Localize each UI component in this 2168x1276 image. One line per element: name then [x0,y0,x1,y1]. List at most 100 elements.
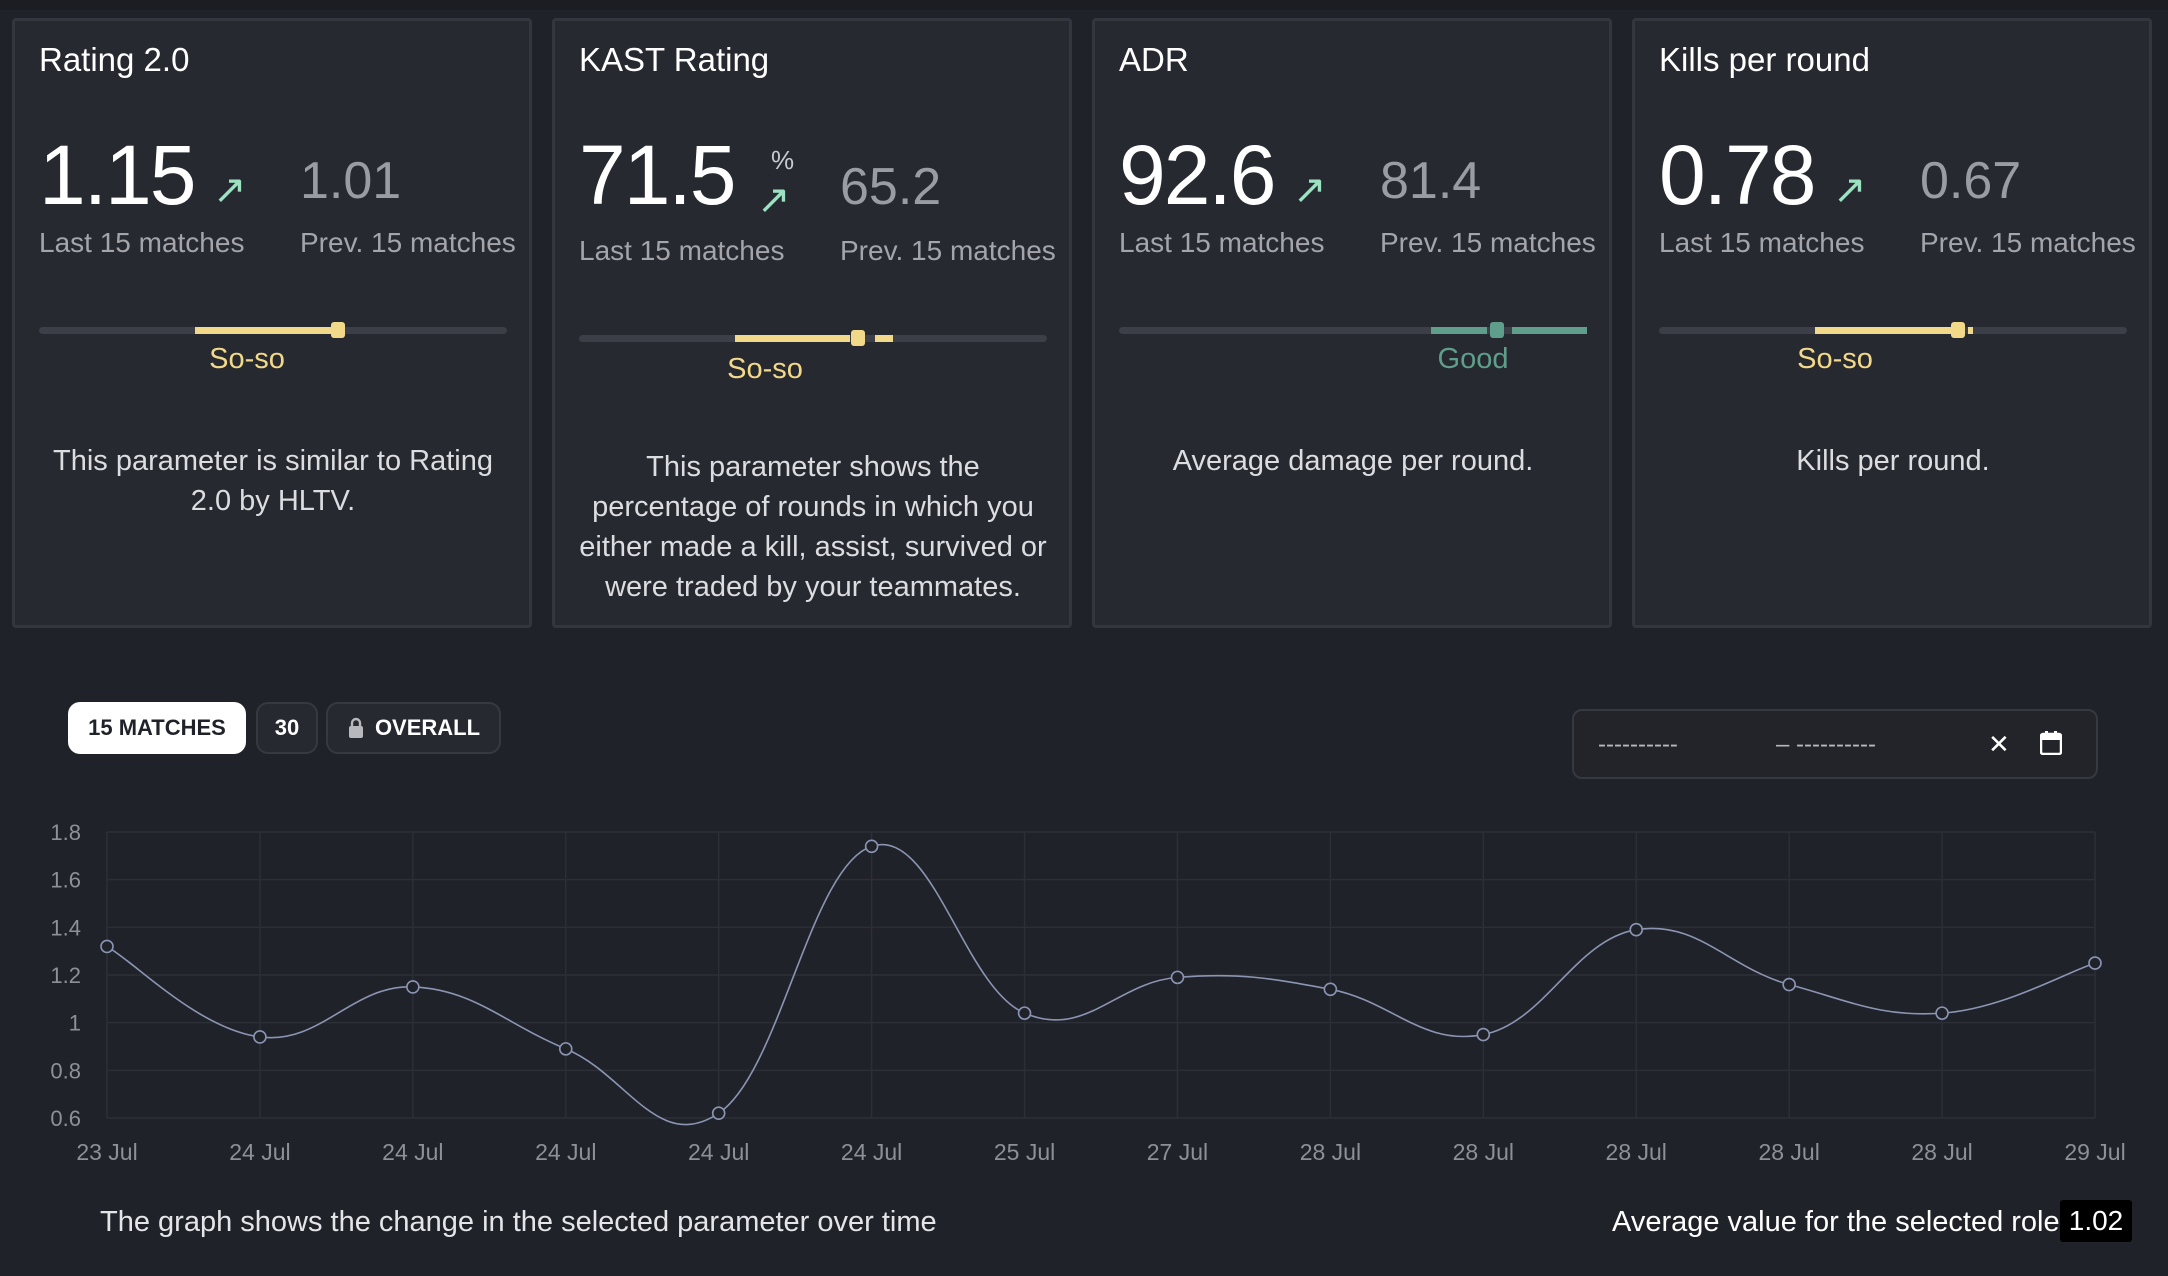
arrow-up-right-icon: ↗ [1293,168,1327,212]
arrow-up-right-icon: ↗ [1833,168,1867,212]
current-value: 92.6 [1119,128,1276,222]
date-range-filter: ---------- – ---------- ✕ [1572,709,2098,779]
date-to-input[interactable]: – ---------- [1776,731,1876,758]
unit-label: % [771,145,795,175]
level-track [579,330,1047,346]
data-point[interactable] [100,939,114,954]
x-tick-label: 25 Jul [994,1139,1055,1165]
data-point[interactable] [1323,982,1338,997]
y-tick-label: 1.8 [50,820,81,845]
tab-overall[interactable]: OVERALL [326,702,501,754]
current-caption: Last 15 matches [579,235,785,266]
x-tick-label: 28 Jul [1300,1139,1361,1165]
data-point[interactable] [1476,1027,1491,1042]
x-tick-label: 28 Jul [1758,1139,1819,1165]
level-fill [195,327,340,334]
level-fill [735,335,850,342]
current-caption: Last 15 matches [1659,227,1865,258]
level-marker [331,322,345,338]
previous-caption: Prev. 15 matches [1920,227,2136,258]
data-point[interactable] [253,1030,267,1044]
current-value: 1.15 [39,128,196,222]
data-point[interactable] [711,1106,726,1121]
current-caption: Last 15 matches [1119,227,1325,258]
data-point[interactable] [2088,956,2102,970]
previous-value: 1.01 [300,152,402,210]
x-tick-label: 24 Jul [535,1139,596,1165]
x-tick-label: 24 Jul [382,1139,443,1165]
tab-overall-label: OVERALL [374,715,481,740]
level-fill [1815,327,1955,334]
previous-caption: Prev. 15 matches [300,227,516,258]
level-track [1659,322,2127,338]
y-tick-label: 1.6 [50,868,81,893]
x-tick-label: 27 Jul [1147,1139,1208,1165]
arrow-up-right-icon: ↗ [213,168,247,212]
line-chart: 1.8 1.6 1.4 1.2 1 0.8 0.6 23 Jul 24 Jul 24 Jul 24… [50,820,2125,1165]
data-point[interactable] [1017,1006,1032,1020]
card-title: KAST Rating [579,41,770,78]
stat-card-kills-per-round: Kills per round 0.78 ↗ 0.67 Last 15 matc… [1632,18,2152,628]
y-tick-label: 0.6 [50,1106,81,1131]
y-tick-label: 1 [69,1011,81,1036]
calendar-icon[interactable] [2039,731,2063,762]
previous-caption: Prev. 15 matches [840,235,1056,266]
data-point[interactable] [558,1042,573,1056]
series-line [106,843,2096,1126]
top-strip [0,0,2168,10]
current-value: 0.78 [1659,128,1816,222]
date-from-input[interactable]: ---------- [1598,731,1678,758]
level-fill-tail [1968,327,1973,334]
data-point[interactable] [1782,977,1796,992]
current-value: 71.5 [579,128,736,222]
x-tick-label: 23 Jul [76,1139,137,1165]
average-label: Average value for the selected role [1612,1206,2060,1238]
x-tick-label: 28 Jul [1911,1139,1972,1165]
x-tick-label: 24 Jul [841,1139,902,1165]
tab-30-matches[interactable]: 30 [256,702,318,754]
x-tick-label: 24 Jul [688,1139,749,1165]
arrow-up-right-icon: ↗ [757,178,791,222]
close-icon[interactable]: ✕ [1988,729,2010,759]
stat-card-rating: Rating 2.0 1.15 ↗ 1.01 Last 15 matches P… [12,18,532,628]
stat-card-adr: ADR 92.6 ↗ 81.4 Last 15 matches Prev. 15… [1092,18,1612,628]
previous-value: 0.67 [1920,152,2022,210]
card-description: This parameter shows the percentage of r… [579,451,1047,603]
chart-caption: The graph shows the change in the select… [100,1206,937,1238]
level-track [1119,322,1587,338]
verdict-label: Good [1437,343,1509,375]
card-description: This parameter is similar to Rating 2.0 … [53,445,493,517]
card-title: ADR [1119,41,1189,78]
verdict-label: So-so [727,353,803,385]
y-tick-label: 0.8 [50,1058,81,1083]
y-tick-label: 1.4 [50,915,81,940]
data-point[interactable] [864,839,879,854]
x-tick-label: 28 Jul [1453,1139,1514,1165]
data-point[interactable] [406,980,420,994]
average-value-badge: 1.02 [2060,1200,2132,1242]
data-point[interactable] [1170,970,1185,985]
verdict-label: So-so [1797,343,1873,375]
x-tick-label: 29 Jul [2064,1139,2125,1165]
level-marker [1951,322,1965,338]
verdict-label: So-so [209,343,285,375]
level-fill [1431,327,1487,334]
tab-15-matches[interactable]: 15 MATCHES [68,702,246,754]
stat-card-kast: KAST Rating 71.5 % ↗ 65.2 Last 15 matche… [552,18,1072,628]
previous-caption: Prev. 15 matches [1380,227,1596,258]
card-title: Rating 2.0 [39,41,190,78]
level-fill-tail [1512,327,1587,334]
previous-value: 65.2 [840,158,942,216]
level-track [39,322,507,338]
x-tick-label: 24 Jul [229,1139,290,1165]
card-title: Kills per round [1659,41,1870,78]
data-point[interactable] [1629,922,1644,937]
level-fill-tail [875,335,893,342]
level-marker [851,330,865,346]
y-tick-label: 1.2 [50,963,81,988]
data-point[interactable] [1935,1006,1949,1020]
x-tick-label: 28 Jul [1606,1139,1667,1165]
card-description: Kills per round. [1796,445,1990,477]
current-caption: Last 15 matches [39,227,245,258]
lock-icon [348,717,363,738]
